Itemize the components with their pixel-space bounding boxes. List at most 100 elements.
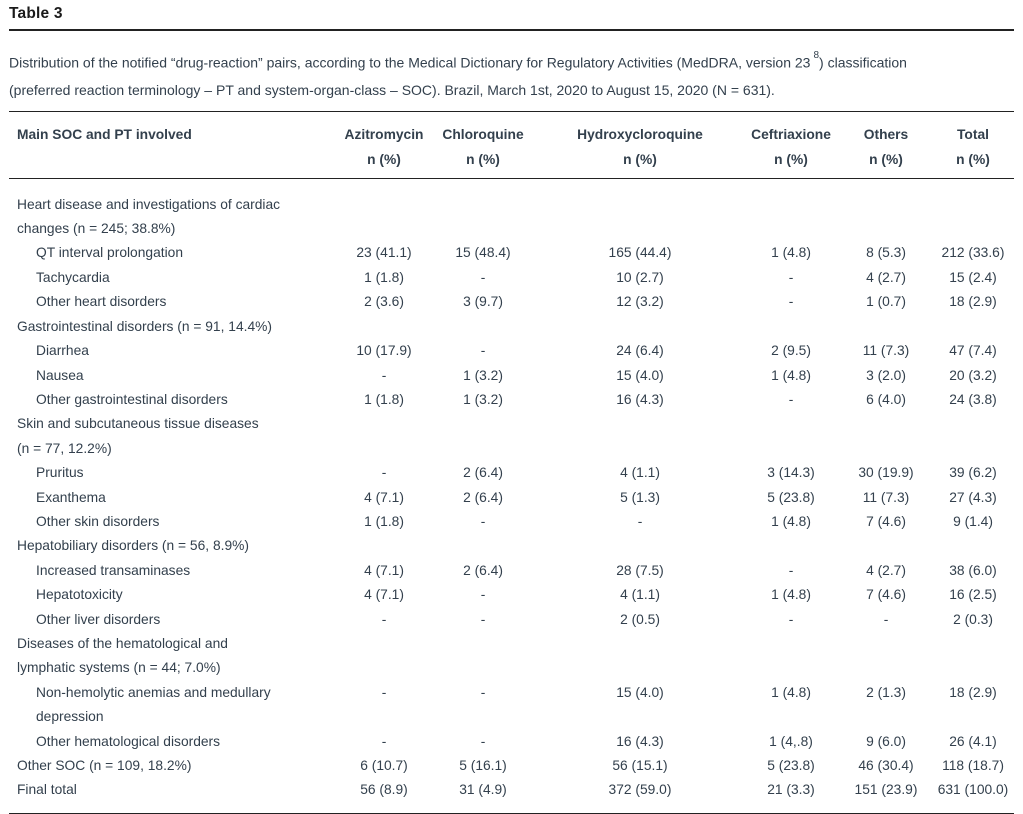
cell-value: - [788, 294, 794, 310]
cell-value [840, 632, 932, 681]
table-header: Main SOC and PT involved Azitromycin n (%)… [9, 111, 1014, 179]
table-row: Tachycardia 1 (1.8) - 10 (2.7) - 4 (2.7) 15 (2… [9, 266, 1014, 290]
column-header-chloroquine: Chloroquine n (%) [428, 111, 538, 178]
row-label: Skin and subcutaneous tissue diseases (n… [17, 416, 259, 456]
cell-value: 1 (0.7) [866, 294, 906, 310]
section-header-row: Gastrointestinal disorders (n = 91, 14.4… [9, 315, 1014, 339]
column-header-azitromycin: Azitromycin n (%) [340, 111, 428, 178]
cell-value: 1 (4,.8) [769, 733, 813, 749]
caption-text-post: ) classification [819, 54, 907, 71]
column-header-ceftriaxione: Ceftriaxione n (%) [742, 111, 840, 178]
row-label: Tachycardia [36, 269, 110, 285]
cell-value: 4 (7.1) [364, 562, 404, 578]
column-header-label: Azitromycin [344, 126, 424, 142]
cell-value: - [480, 269, 486, 285]
column-header-label: Chloroquine [442, 126, 524, 142]
cell-value: 9 (6.0) [866, 733, 906, 749]
cell-value: 27 (4.3) [949, 489, 997, 505]
cell-value: 23 (41.1) [356, 245, 412, 261]
cell-value: - [381, 611, 387, 627]
reference-superscript: 8 [813, 50, 820, 61]
cell-value: 1 (1.8) [364, 391, 404, 407]
cell-value: 118 (18.7) [942, 758, 1004, 773]
cell-value: - [788, 611, 794, 627]
table-body: Heart disease and investigations of card… [9, 178, 1014, 813]
cell-value [538, 315, 742, 339]
cell-value: - [480, 343, 486, 359]
cell-value: 7 (4.6) [866, 587, 906, 603]
cell-value: - [381, 733, 387, 749]
cell-value: 16 (4.3) [616, 733, 664, 749]
row-label: Hepatobiliary disorders (n = 56, 8.9%) [17, 538, 249, 554]
cell-value: 1 (4.8) [771, 587, 811, 603]
table-row: QT interval prolongation 23 (41.1) 15 (48.… [9, 241, 1014, 265]
cell-value: 39 (6.2) [949, 465, 997, 481]
row-label: Final total [17, 782, 77, 798]
cell-value: 2 (6.4) [463, 489, 503, 505]
cell-value: 5 (1.3) [620, 489, 660, 505]
table-row: Pruritus - 2 (6.4) 4 (1.1) 3 (14.3) 30 (19.9)… [9, 461, 1014, 485]
section-header-row: Skin and subcutaneous tissue diseases (n… [9, 412, 1014, 461]
cell-value: 2 (6.4) [463, 562, 503, 578]
cell-value [428, 632, 538, 681]
cell-value: 15 (2.4) [949, 269, 997, 285]
cell-value: 30 (19.9) [858, 465, 914, 481]
cell-value: 10 (2.7) [616, 269, 664, 285]
cell-value: 18 (2.9) [949, 684, 997, 700]
cell-value: - [381, 367, 387, 383]
cell-value: 1 (3.2) [463, 367, 503, 383]
cell-value: - [788, 269, 794, 285]
cell-value: 2 (0.5) [620, 611, 660, 627]
column-header-unit: n (%) [956, 151, 990, 167]
cell-value: 1 (4.8) [771, 513, 811, 529]
cell-value [840, 412, 932, 461]
table-header-row: Main SOC and PT involved Azitromycin n (%)… [9, 111, 1014, 179]
cell-value: 10 (17.9) [356, 343, 412, 359]
column-header-unit: n (%) [466, 151, 500, 167]
cell-value [742, 178, 840, 241]
cell-value [742, 412, 840, 461]
table-row: Final total 56 (8.9) 31 (4.9) 372 (59.0) 21 … [9, 778, 1014, 813]
cell-value: 5 (23.8) [767, 758, 815, 773]
table-row: Other hematological disorders - - 16 (4.3) 1… [9, 730, 1014, 754]
cell-value: 2 (6.4) [463, 465, 503, 481]
row-label: Exanthema [36, 489, 106, 505]
cell-value: 372 (59.0) [608, 782, 672, 798]
table-row: Other SOC (n = 109, 18.2%) 6 (10.7) 5 (16.… [9, 754, 1014, 778]
table-row: Hepatotoxicity 4 (7.1) - 4 (1.1) 1 (4.8) 7 (4… [9, 583, 1014, 607]
table-row: Diarrhea 10 (17.9) - 24 (6.4) 2 (9.5) 11 (7.3… [9, 339, 1014, 363]
table-caption: Distribution of the notified “drug-react… [9, 46, 1014, 104]
column-header-others: Others n (%) [840, 111, 932, 178]
row-label: Non-hemolytic anemias and medullary depr… [36, 684, 271, 725]
column-header-unit: n (%) [623, 151, 657, 167]
cell-value: 212 (33.6) [941, 245, 1005, 261]
cell-value: - [480, 513, 486, 529]
row-label: Other liver disorders [36, 611, 161, 627]
cell-value: 11 (7.3) [862, 343, 910, 359]
cell-value [340, 632, 428, 681]
table-title: Table 3 [9, 5, 63, 22]
cell-value: 151 (23.9) [854, 782, 918, 798]
cell-value: - [381, 684, 387, 700]
cell-value [428, 315, 538, 339]
cell-value [742, 534, 840, 558]
cell-value: 38 (6.0) [949, 562, 997, 578]
table-row: Other heart disorders 2 (3.6) 3 (9.7) 12 (3… [9, 290, 1014, 314]
cell-value [932, 178, 1014, 241]
row-label: Other SOC (n = 109, 18.2%) [17, 758, 192, 773]
row-label: Gastrointestinal disorders (n = 91, 14.4… [17, 318, 272, 334]
column-header-label: Others [863, 126, 909, 142]
row-label: QT interval prolongation [36, 245, 183, 261]
column-header-label: Hydroxycloroquine [577, 126, 703, 142]
cell-value: - [788, 562, 794, 578]
cell-value [932, 632, 1014, 681]
cell-value [932, 534, 1014, 558]
cell-value [538, 178, 742, 241]
row-label: Increased transaminases [36, 562, 191, 578]
cell-value [840, 315, 932, 339]
table-title-block: Table 3 [9, 5, 1014, 31]
cell-value: 4 (1.1) [620, 587, 660, 603]
table-row: Other skin disorders 1 (1.8) - - 1 (4.8) 7 (4… [9, 510, 1014, 534]
row-label: Other heart disorders [36, 294, 167, 310]
